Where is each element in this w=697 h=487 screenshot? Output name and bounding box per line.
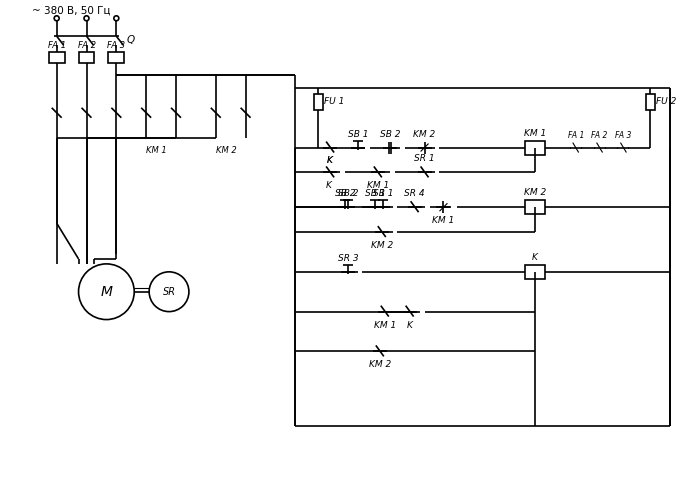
Text: FU 1: FU 1 — [323, 97, 344, 106]
Text: FA 2: FA 2 — [77, 41, 95, 50]
Text: ~ 380 В, 50 Гц: ~ 380 В, 50 Гц — [32, 5, 110, 15]
Text: SB 1: SB 1 — [348, 130, 368, 139]
Text: FA 3: FA 3 — [107, 41, 125, 50]
Text: KM 1: KM 1 — [367, 181, 389, 190]
Text: M: M — [100, 285, 112, 299]
Text: SR 4: SR 4 — [404, 189, 425, 198]
Bar — [314, 94, 323, 110]
Text: SB 2: SB 2 — [335, 189, 355, 198]
Text: KM 2: KM 2 — [369, 360, 391, 369]
Text: K: K — [532, 253, 538, 262]
Text: SR 1: SR 1 — [414, 154, 435, 164]
Text: KM 1: KM 1 — [374, 320, 396, 330]
Text: KM 2: KM 2 — [371, 241, 393, 250]
Text: KM 1: KM 1 — [432, 216, 454, 225]
Text: SR 3: SR 3 — [337, 254, 358, 263]
Text: KM 2: KM 2 — [413, 130, 436, 139]
Bar — [525, 141, 545, 154]
Bar — [108, 52, 124, 63]
Bar — [646, 94, 654, 110]
Text: FA 1: FA 1 — [47, 41, 66, 50]
Text: KM 1: KM 1 — [146, 146, 167, 154]
Bar — [525, 200, 545, 214]
Text: K: K — [327, 156, 333, 166]
Text: FA 2: FA 2 — [591, 131, 608, 140]
Text: SB 2: SB 2 — [338, 189, 358, 198]
Text: KM 2: KM 2 — [216, 146, 236, 154]
Text: Q: Q — [126, 35, 135, 45]
Text: FA 3: FA 3 — [615, 131, 631, 140]
Text: SB 1: SB 1 — [373, 189, 393, 198]
Text: SR: SR — [162, 287, 176, 297]
Text: K: K — [326, 181, 332, 190]
Bar — [525, 265, 545, 279]
Bar — [79, 52, 95, 63]
Text: K: K — [407, 320, 413, 330]
Text: SB 1: SB 1 — [365, 189, 385, 198]
Text: KM 2: KM 2 — [524, 188, 546, 197]
Text: K: K — [327, 156, 333, 166]
Text: SB 2: SB 2 — [379, 130, 400, 139]
Bar — [49, 52, 65, 63]
Text: FU 2: FU 2 — [656, 97, 676, 106]
Text: KM 1: KM 1 — [524, 129, 546, 138]
Text: FA 1: FA 1 — [567, 131, 584, 140]
